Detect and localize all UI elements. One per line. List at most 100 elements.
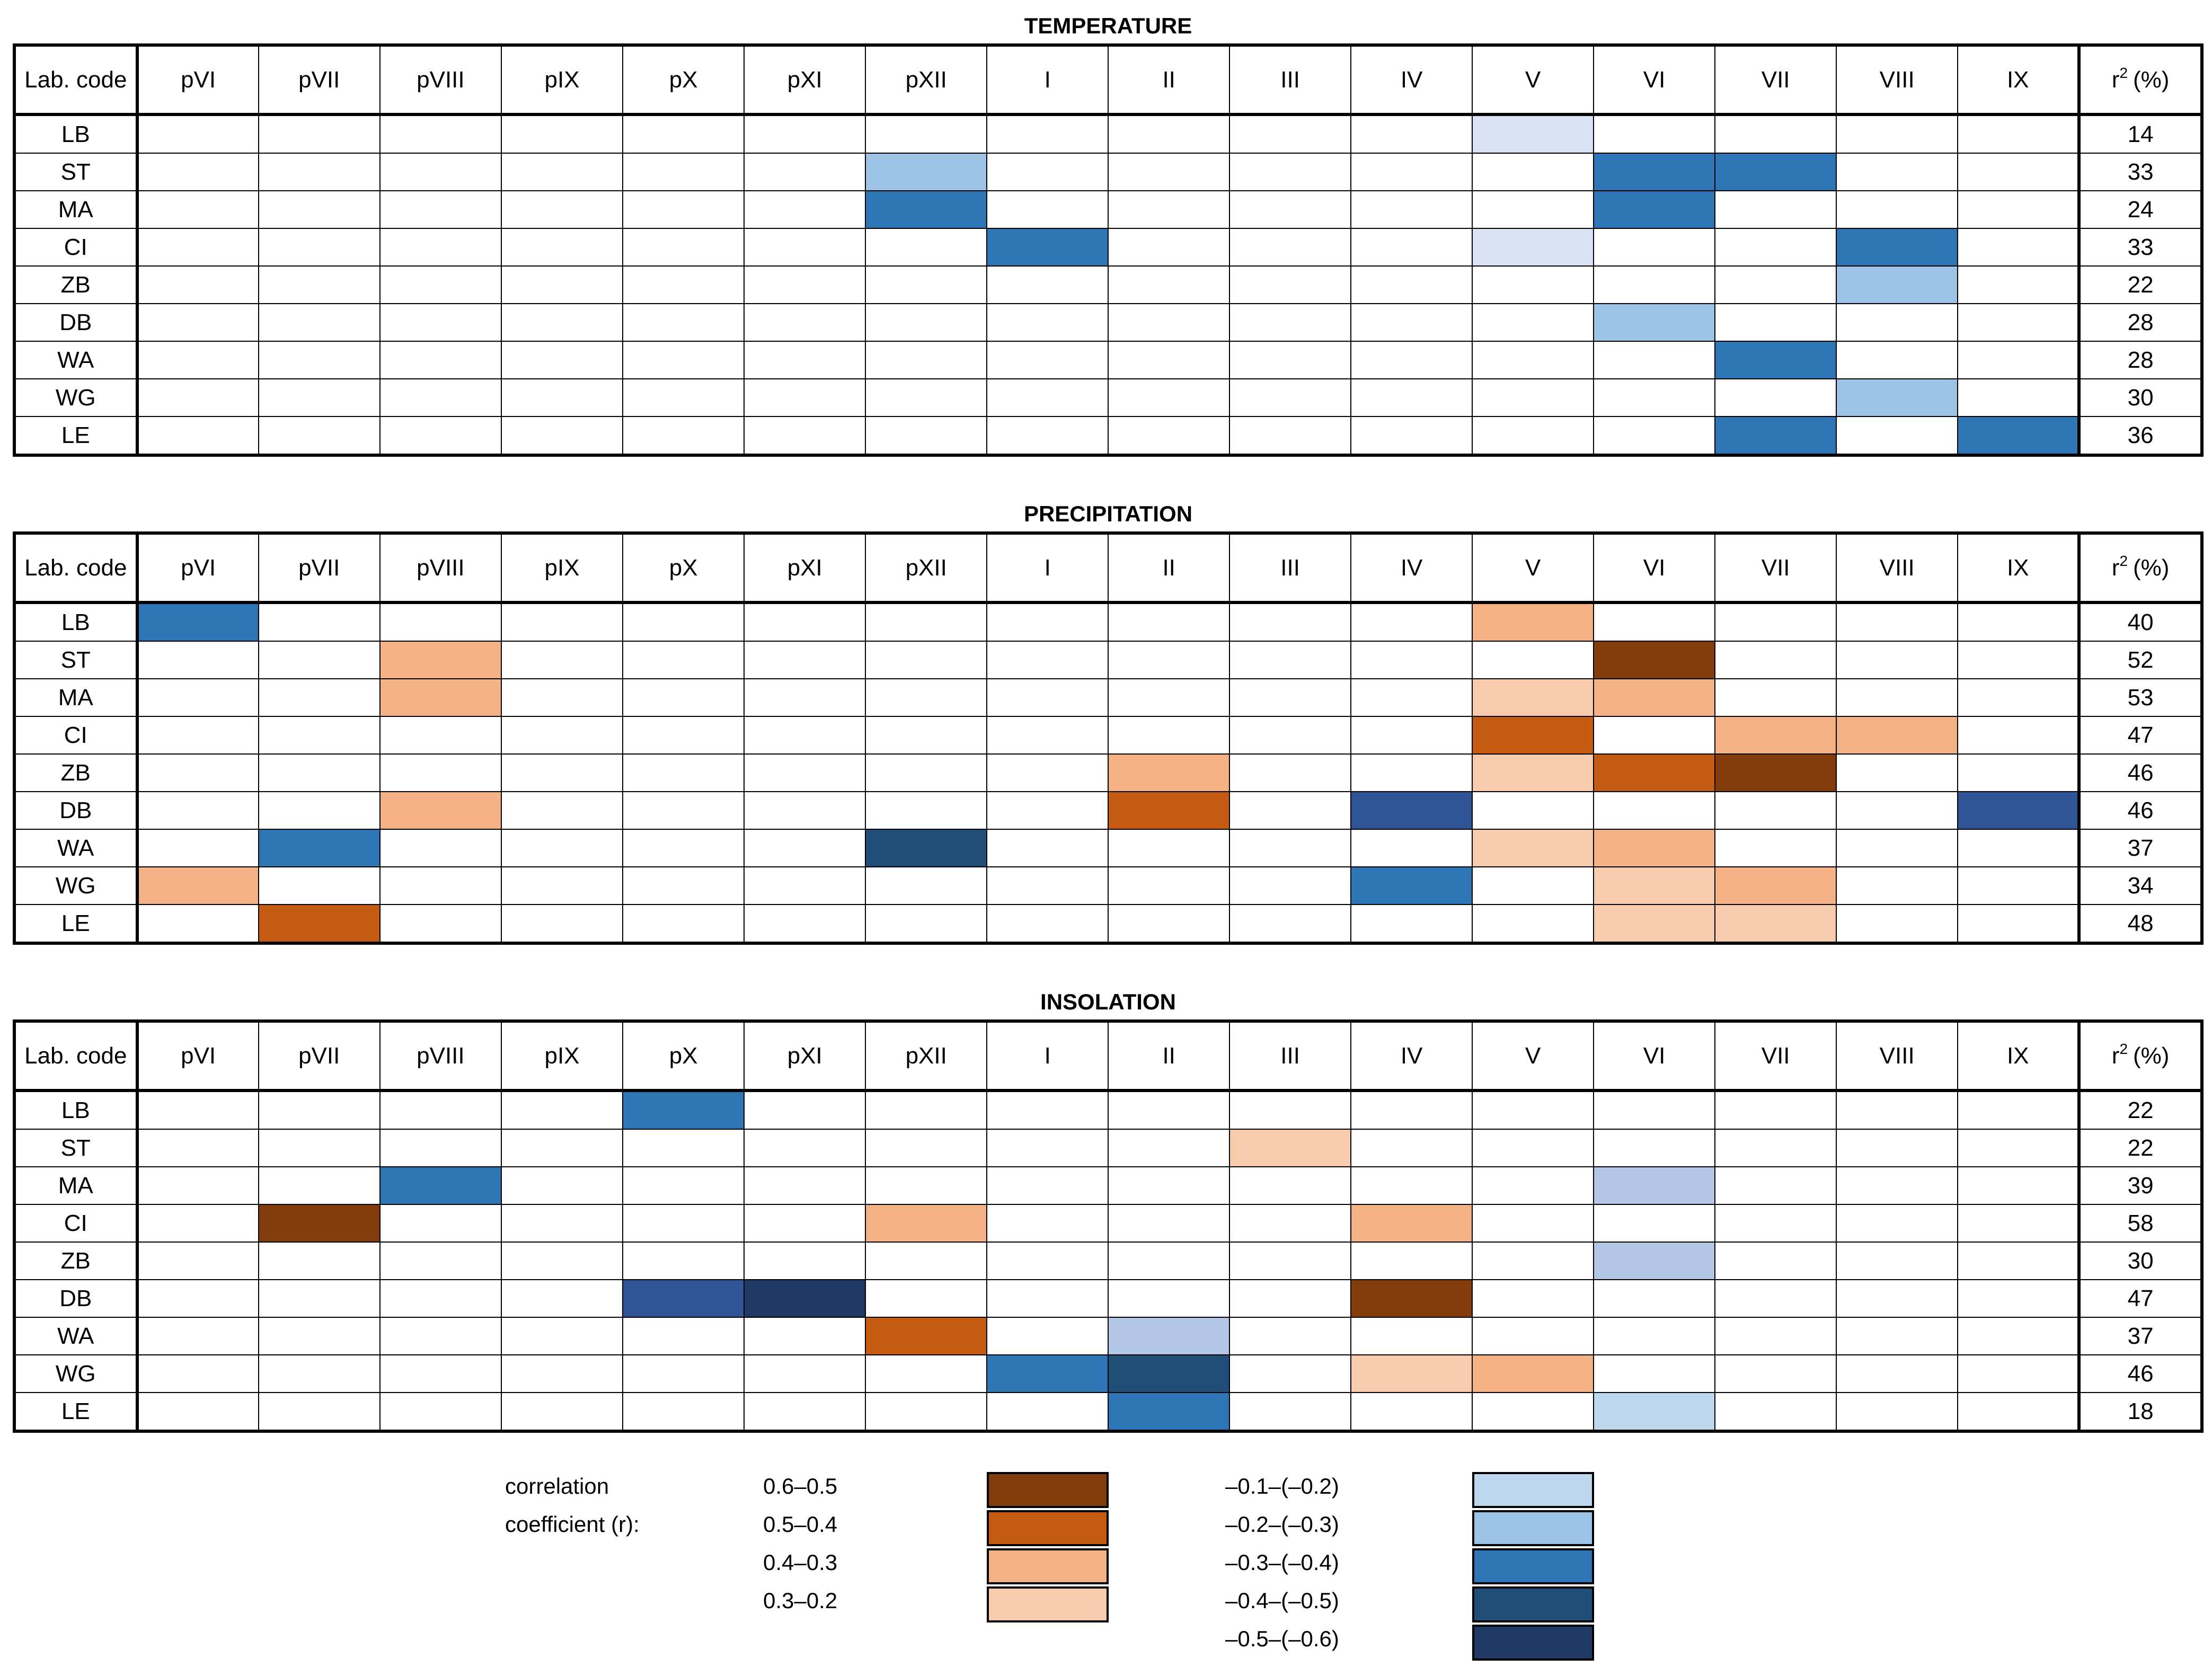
heat-cell-pxii	[865, 678, 988, 717]
heat-cell-ix	[1957, 341, 2080, 379]
heat-cell-px	[622, 791, 745, 830]
header-pviii: pVIII	[379, 533, 502, 604]
heat-cell-pxi	[744, 114, 866, 154]
r-squared-cell: 34	[2077, 866, 2202, 905]
heat-cell-vi	[1593, 1354, 1716, 1393]
heat-cell-v	[1472, 341, 1595, 379]
heat-cell-ix	[1957, 416, 2080, 456]
heat-cell-ii	[1108, 1279, 1231, 1318]
heat-cell-v	[1472, 791, 1595, 830]
heat-cell-pviii	[379, 641, 502, 679]
heat-cell-pvi	[136, 153, 259, 191]
heat-cell-pvi	[136, 678, 259, 717]
heat-cell-i	[986, 1242, 1109, 1280]
heat-cell-viii	[1836, 1204, 1959, 1243]
table-row: MA 24	[14, 190, 2202, 229]
heat-cell-pxii	[865, 716, 988, 755]
heat-cell-pvi	[136, 753, 259, 792]
heat-cell-vii	[1714, 153, 1837, 191]
heat-cell-pxii	[865, 791, 988, 830]
header-viii: VIII	[1836, 45, 1959, 116]
heat-cell-pxi	[744, 378, 866, 417]
heat-cell-pviii	[379, 303, 502, 342]
legend-negative-range: –0.4–(–0.5)	[1225, 1588, 1339, 1613]
heat-cell-pix	[500, 1166, 624, 1205]
heat-cell-pviii	[379, 602, 502, 642]
table-row: LE 48	[14, 904, 2202, 944]
heat-cell-pvii	[258, 716, 381, 755]
legend-positive-swatch	[987, 1472, 1109, 1508]
heat-cell-vi	[1593, 190, 1716, 229]
r-squared-cell: 46	[2077, 753, 2202, 792]
squared-superscript: 2	[2119, 552, 2128, 569]
heat-cell-pxi	[744, 1317, 866, 1355]
heat-cell-v	[1472, 228, 1595, 267]
heat-cell-pvii	[258, 341, 381, 379]
heat-cell-pxii	[865, 1166, 988, 1205]
table-row: CI 47	[14, 716, 2202, 755]
legend-positive-range: 0.6–0.5	[763, 1474, 838, 1498]
header-pvi: pVI	[136, 533, 259, 604]
heat-cell-vi	[1593, 416, 1716, 456]
lab-code-cell: ZB	[14, 265, 139, 304]
heat-cell-pxi	[744, 153, 866, 191]
r-squared-cell: 18	[2077, 1392, 2202, 1432]
heat-cell-pix	[500, 1317, 624, 1355]
heat-cell-v	[1472, 829, 1595, 867]
legend-negative-range: –0.1–(–0.2)	[1225, 1474, 1339, 1498]
heat-cell-viii	[1836, 678, 1959, 717]
heat-cell-iii	[1229, 678, 1352, 717]
heat-cell-vi	[1593, 378, 1716, 417]
header-pxi: pXI	[744, 1021, 866, 1092]
header-vii: VII	[1714, 533, 1837, 604]
header-row: Lab. code pVI pVII pVIII pIX pX pXI pXII I II III I…	[14, 1021, 2202, 1092]
header-iii: III	[1229, 1021, 1352, 1092]
heat-cell-pxi	[744, 1090, 866, 1130]
r-squared-cell: 24	[2077, 190, 2202, 229]
r-squared-cell: 28	[2077, 303, 2202, 342]
lab-code-cell: CI	[14, 716, 139, 755]
heat-cell-px	[622, 114, 745, 154]
heat-cell-pxii	[865, 1354, 988, 1393]
heat-cell-vii	[1714, 716, 1837, 755]
heat-cell-pix	[500, 1129, 624, 1167]
heat-cell-px	[622, 303, 745, 342]
heat-cell-v	[1472, 114, 1595, 154]
heat-cell-iii	[1229, 1354, 1352, 1393]
heat-cell-iii	[1229, 416, 1352, 456]
header-px: pX	[622, 1021, 745, 1092]
heat-cell-ix	[1957, 265, 2080, 304]
table-row: CI 33	[14, 228, 2202, 267]
heat-cell-i	[986, 1354, 1109, 1393]
heat-cell-vii	[1714, 265, 1837, 304]
legend-positive-range: 0.3–0.2	[763, 1588, 838, 1613]
heat-cell-vii	[1714, 791, 1837, 830]
heat-cell-viii	[1836, 904, 1959, 944]
heat-cell-pxi	[744, 1166, 866, 1205]
header-ix: IX	[1957, 1021, 2080, 1092]
heat-cell-iv	[1350, 1392, 1473, 1432]
table-row: MA 53	[14, 678, 2202, 717]
heat-cell-pviii	[379, 904, 502, 944]
heat-cell-iv	[1350, 1317, 1473, 1355]
heat-cell-v	[1472, 1090, 1595, 1130]
heat-cell-pix	[500, 265, 624, 304]
heat-cell-vii	[1714, 1242, 1837, 1280]
heat-cell-ix	[1957, 1317, 2080, 1355]
header-v: V	[1472, 533, 1595, 604]
heat-cell-pxi	[744, 678, 866, 717]
panel-title: TEMPERATURE	[1024, 13, 1192, 38]
heat-cell-px	[622, 265, 745, 304]
header-pix: pIX	[500, 45, 624, 116]
heat-cell-pxi	[744, 641, 866, 679]
legend-positive-swatch	[987, 1548, 1109, 1584]
legend-negative-range: –0.2–(–0.3)	[1225, 1512, 1339, 1537]
heat-cell-viii	[1836, 1129, 1959, 1167]
heat-cell-i	[986, 1166, 1109, 1205]
heat-cell-pvi	[136, 1279, 259, 1318]
heat-cell-iv	[1350, 791, 1473, 830]
heat-cell-iii	[1229, 153, 1352, 191]
r-squared-cell: 52	[2077, 641, 2202, 679]
heat-cell-iii	[1229, 265, 1352, 304]
heat-cell-i	[986, 378, 1109, 417]
